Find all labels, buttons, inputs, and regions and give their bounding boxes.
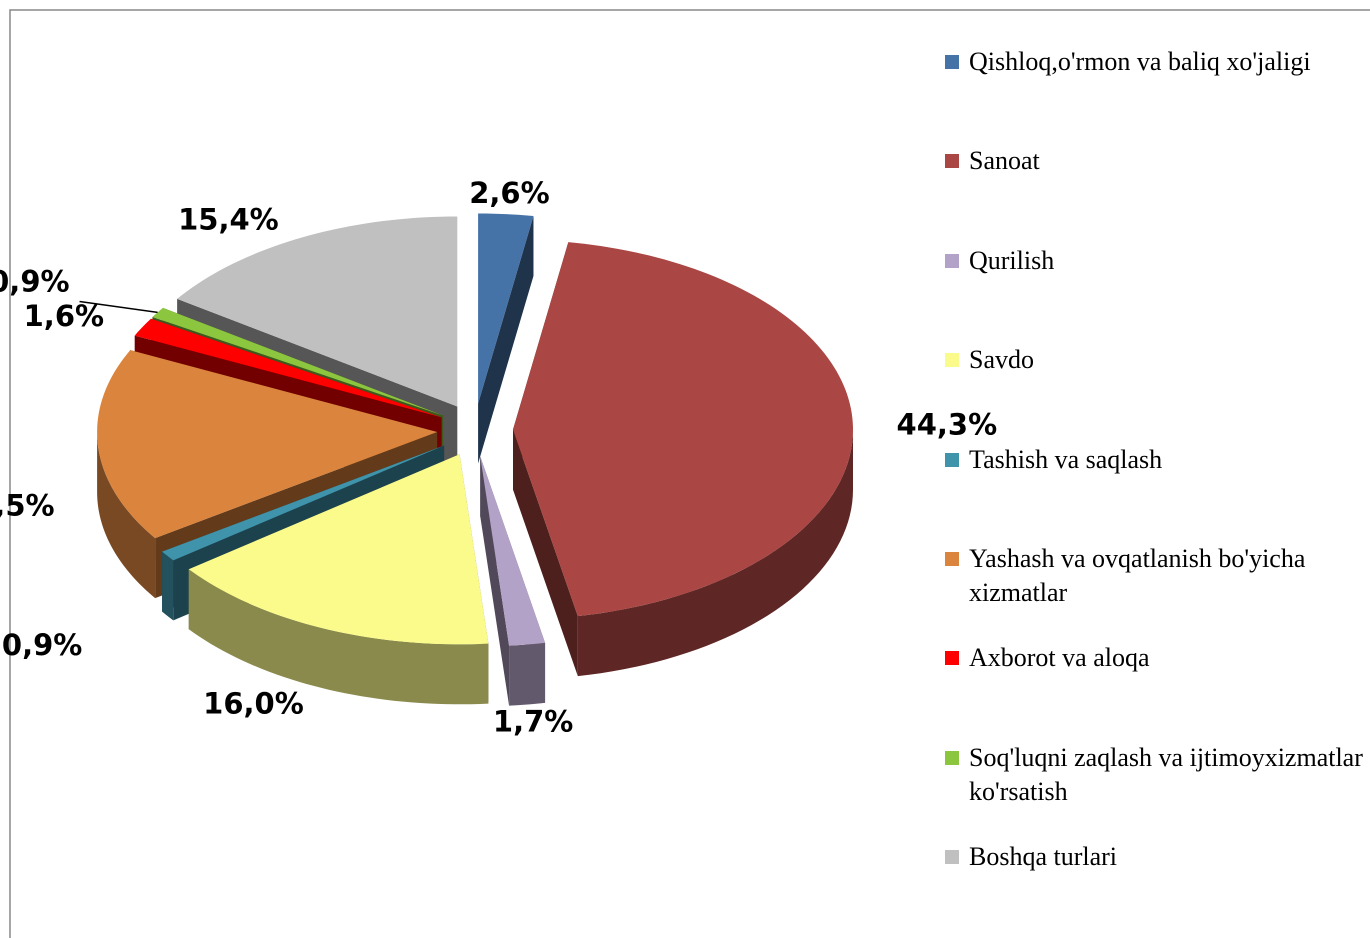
slice-top	[480, 456, 546, 646]
legend-swatch	[945, 750, 959, 765]
slice-side	[509, 642, 546, 706]
legend-swatch	[945, 651, 959, 666]
labels: 2,6%44,3%1,7%16,0%0,9%16,5%1,6%0,9%15,4%	[0, 176, 997, 738]
legend-label: Boshqa turlari	[969, 842, 1118, 872]
data-label: 16,0%	[203, 686, 304, 720]
slice-wall	[480, 456, 510, 706]
slice-side	[97, 431, 156, 599]
data-label: 1,7%	[493, 704, 573, 738]
slice	[480, 456, 546, 706]
slice-side	[188, 569, 489, 705]
legend-item: Sanoat	[945, 144, 1365, 178]
legend-swatch	[945, 154, 959, 169]
legend-item: Tashish va saqlash	[945, 443, 1365, 477]
data-label: 1,6%	[24, 299, 104, 333]
legend-label: Savdo	[969, 345, 1034, 375]
data-label: 16,5%	[0, 488, 55, 522]
slice-top	[134, 318, 442, 418]
slice-top	[188, 454, 489, 645]
legend-item: Savdo	[945, 343, 1365, 377]
legend-label: Sanoat	[969, 146, 1040, 176]
slice-side	[162, 551, 174, 621]
legend-label: Qishloq,o'rmon va baliq xo'jaligi	[969, 47, 1311, 76]
legend-label: Tashish va saqlash	[969, 444, 1163, 474]
slice-side	[577, 429, 853, 677]
data-label: 0,9%	[2, 628, 82, 662]
legend-label: Qurilish	[969, 245, 1055, 275]
data-label: 0,9%	[0, 265, 70, 299]
data-label: 2,6%	[469, 176, 549, 210]
slice	[478, 213, 534, 464]
legend-swatch	[945, 353, 959, 368]
slice	[188, 454, 489, 705]
chart-border	[9, 9, 1370, 938]
slice-wall	[478, 216, 534, 464]
slice-top	[152, 307, 444, 416]
legend-swatch	[945, 850, 959, 865]
legend-swatch	[945, 552, 959, 566]
slice-top	[97, 350, 438, 539]
legend-swatch	[945, 452, 959, 467]
legend-item: Axborot va aloqa	[945, 641, 1365, 675]
legend-item: Yashash va ovqatlanish bo'yicha xizmatla…	[945, 542, 1365, 610]
legend-item: Soq'luqni zaqlash va ijtimoyxizmatlar ko…	[945, 741, 1365, 809]
legend-swatch	[945, 253, 959, 268]
data-label: 15,4%	[178, 202, 279, 236]
leader-line	[79, 300, 158, 314]
legend-item: Qishloq,o'rmon va baliq xo'jaligi	[945, 45, 1365, 79]
data-label: 44,3%	[897, 408, 998, 442]
slice-top	[478, 213, 534, 404]
slice-top	[177, 216, 458, 407]
slice	[512, 242, 853, 677]
pie	[97, 213, 853, 706]
legend-item: Boshqa turlari	[945, 840, 1365, 874]
slice-top	[512, 242, 853, 617]
slice-wall	[512, 429, 578, 677]
legend-swatch	[945, 55, 959, 69]
legend-label: Soq'luqni zaqlash va ijtimoyxizmatlar ko…	[969, 742, 1363, 806]
legend-label: Axborot va aloqa	[969, 643, 1150, 673]
legend-label: Yashash va ovqatlanish bo'yicha xizmatla…	[969, 544, 1306, 607]
slice-top	[162, 445, 445, 561]
legend-item: Qurilish	[945, 244, 1365, 278]
